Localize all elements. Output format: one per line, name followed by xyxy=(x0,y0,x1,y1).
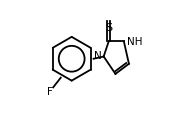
Text: NH: NH xyxy=(127,37,142,47)
Text: F: F xyxy=(47,86,53,96)
Text: N: N xyxy=(94,51,101,61)
Text: S: S xyxy=(105,23,112,33)
